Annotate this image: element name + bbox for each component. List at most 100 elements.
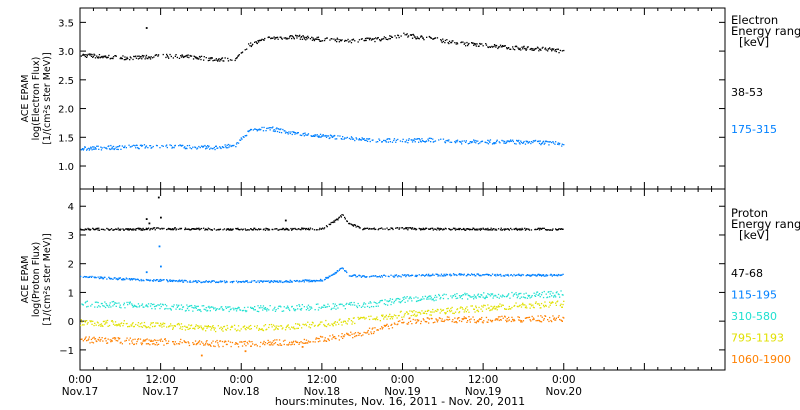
data-point — [496, 319, 498, 321]
data-point — [159, 147, 161, 149]
data-point — [182, 326, 184, 328]
data-point — [465, 307, 467, 310]
data-point — [534, 140, 536, 142]
data-point — [474, 44, 476, 46]
data-point — [214, 59, 216, 61]
data-point — [361, 317, 363, 319]
data-point — [223, 309, 225, 311]
data-point — [366, 305, 369, 308]
data-point — [179, 280, 181, 283]
data-point — [151, 325, 154, 328]
data-point — [197, 280, 199, 282]
data-point — [334, 337, 336, 340]
data-point — [471, 273, 473, 275]
data-point — [459, 307, 461, 309]
data-point — [187, 306, 189, 308]
data-point — [547, 229, 549, 231]
y-axis-label-line: [1/(cm²s ster MeV)] — [42, 233, 53, 325]
data-point — [514, 275, 516, 277]
data-point — [393, 314, 396, 316]
data-point — [501, 304, 503, 306]
data-point — [269, 129, 271, 131]
data-point — [136, 306, 138, 308]
data-point — [174, 343, 176, 346]
data-point — [114, 338, 116, 340]
data-point — [515, 302, 517, 304]
data-point — [223, 280, 226, 282]
data-point — [140, 229, 142, 231]
data-point — [295, 34, 297, 36]
data-point — [452, 312, 454, 314]
data-point — [344, 270, 346, 272]
data-point — [395, 298, 398, 300]
data-point — [418, 274, 420, 276]
data-point — [130, 146, 132, 148]
data-point — [137, 55, 139, 57]
data-point — [547, 319, 549, 321]
data-point — [239, 341, 241, 343]
data-point — [160, 305, 162, 308]
data-point — [557, 300, 559, 302]
data-point — [262, 281, 264, 283]
data-point — [364, 39, 366, 42]
data-point — [405, 228, 408, 230]
data-point — [487, 307, 490, 309]
data-point — [473, 308, 475, 310]
data-point — [295, 228, 297, 230]
data-point — [344, 39, 346, 42]
x-tick-label-time: 0:00 — [552, 374, 576, 386]
data-point — [546, 296, 548, 299]
data-point — [174, 280, 176, 282]
data-point — [488, 293, 490, 296]
data-point — [94, 147, 97, 149]
data-point — [177, 305, 179, 307]
data-point — [533, 274, 535, 276]
data-point — [477, 293, 480, 295]
data-point — [442, 294, 444, 296]
data-point — [560, 290, 562, 292]
data-point — [309, 308, 312, 310]
data-point — [431, 311, 433, 313]
data-point — [493, 228, 495, 230]
data-point — [361, 275, 363, 277]
data-point — [266, 308, 269, 310]
data-point — [198, 229, 201, 231]
data-point — [324, 278, 326, 280]
data-point — [100, 325, 102, 327]
data-point — [334, 134, 336, 137]
data-point — [406, 323, 408, 325]
data-point — [443, 293, 445, 295]
data-point — [199, 309, 201, 311]
data-point — [96, 321, 99, 323]
data-point — [291, 133, 293, 136]
data-point — [258, 327, 260, 330]
data-point — [232, 145, 234, 147]
outlier-point — [244, 350, 247, 353]
data-point — [93, 336, 95, 338]
data-point — [468, 228, 470, 230]
data-point — [373, 38, 375, 40]
data-point — [260, 128, 262, 131]
data-point — [288, 37, 290, 40]
data-point — [138, 148, 140, 150]
data-point — [422, 228, 424, 230]
data-point — [192, 228, 195, 230]
data-point — [258, 41, 260, 43]
data-point — [375, 317, 377, 320]
data-point — [235, 143, 238, 145]
data-point — [559, 49, 561, 52]
data-point — [504, 229, 506, 231]
data-point — [213, 228, 215, 230]
data-point — [372, 275, 375, 277]
data-point — [279, 343, 281, 345]
data-point — [395, 299, 397, 301]
data-point — [122, 228, 124, 230]
data-point — [501, 315, 503, 317]
data-point — [205, 309, 207, 311]
data-point — [347, 333, 349, 335]
data-point — [215, 330, 217, 333]
data-point — [172, 280, 174, 283]
data-point — [348, 41, 350, 43]
data-point — [228, 146, 230, 148]
data-point — [510, 274, 512, 276]
